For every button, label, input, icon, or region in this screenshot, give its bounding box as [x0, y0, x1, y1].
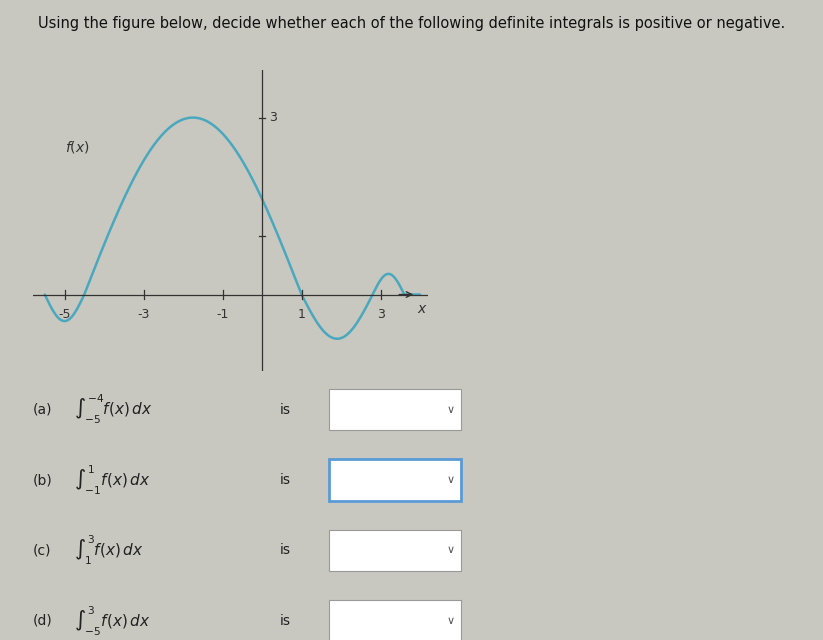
Text: -3: -3 [137, 307, 150, 321]
Text: is: is [280, 614, 291, 628]
Text: (b): (b) [33, 473, 53, 487]
Text: $x$: $x$ [416, 302, 427, 316]
Text: $\int_{-5}^{3} f(x)\,dx$: $\int_{-5}^{3} f(x)\,dx$ [74, 604, 151, 637]
Text: ∨: ∨ [447, 404, 455, 415]
Text: (a): (a) [33, 403, 53, 417]
Text: ∨: ∨ [447, 475, 455, 485]
Text: (d): (d) [33, 614, 53, 628]
Text: is: is [280, 543, 291, 557]
Text: Using the figure below, decide whether each of the following definite integrals : Using the figure below, decide whether e… [38, 16, 785, 31]
Text: 1: 1 [298, 307, 305, 321]
Text: $\int_{1}^{3} f(x)\,dx$: $\int_{1}^{3} f(x)\,dx$ [74, 534, 144, 567]
Text: is: is [280, 403, 291, 417]
Text: -1: -1 [216, 307, 229, 321]
Text: 3: 3 [269, 111, 277, 124]
Text: ∨: ∨ [447, 545, 455, 556]
Text: $\int_{-1}^{1} f(x)\,dx$: $\int_{-1}^{1} f(x)\,dx$ [74, 463, 151, 497]
Text: -5: -5 [58, 307, 71, 321]
Text: $\int_{-5}^{-4} f(x)\,dx$: $\int_{-5}^{-4} f(x)\,dx$ [74, 393, 152, 426]
Text: 3: 3 [377, 307, 384, 321]
Text: is: is [280, 473, 291, 487]
Text: $f(x)$: $f(x)$ [64, 139, 89, 155]
Text: ∨: ∨ [447, 616, 455, 626]
Text: (c): (c) [33, 543, 51, 557]
